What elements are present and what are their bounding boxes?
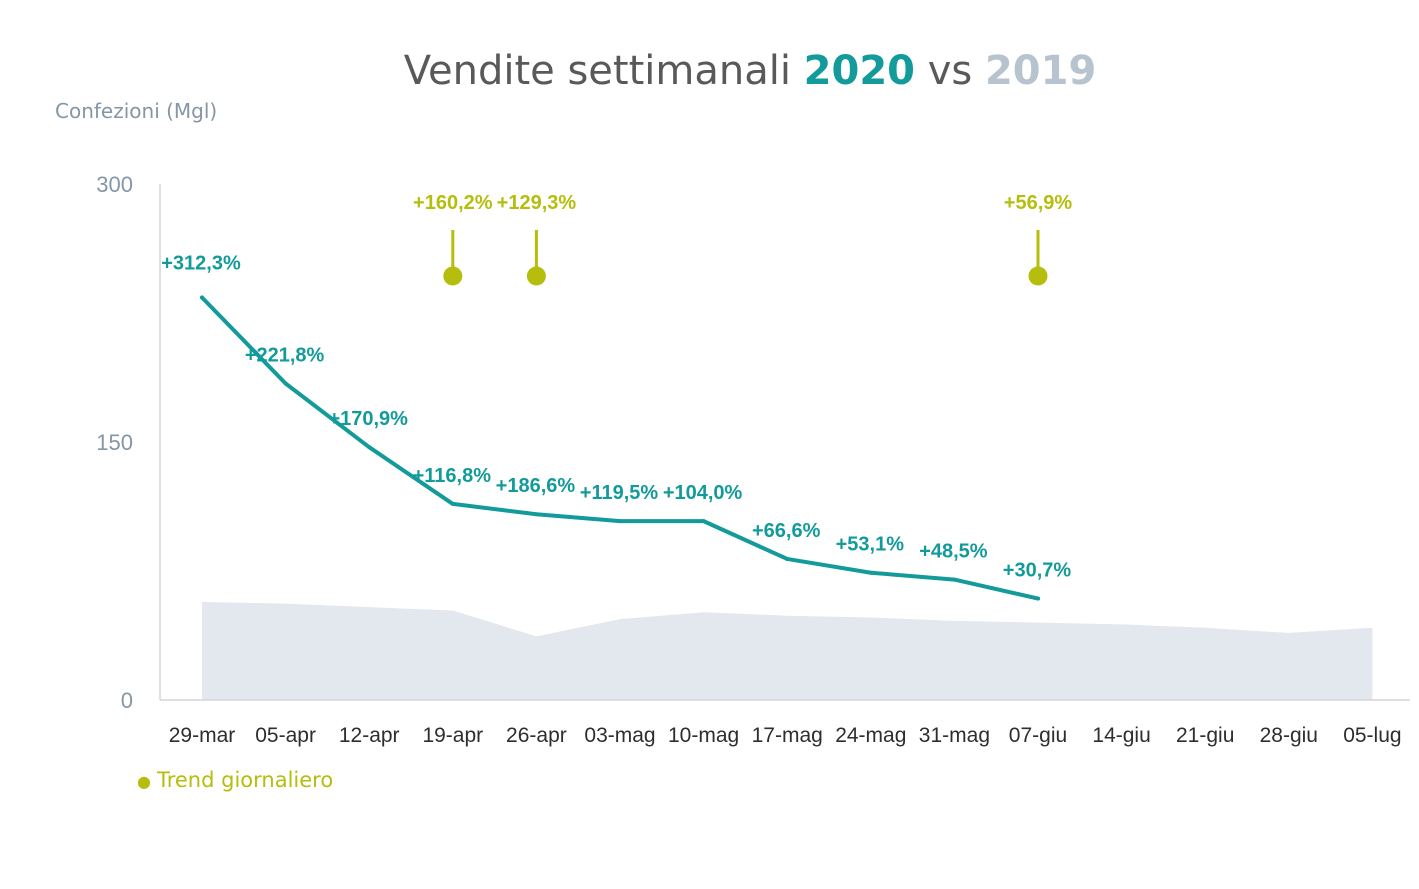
data-label-2020: +119,5%	[580, 482, 659, 504]
x-tick-label: 29-mar	[169, 724, 236, 747]
trend-label: +129,3%	[497, 192, 577, 214]
legend-label: Trend giornaliero	[156, 768, 333, 792]
x-tick-label: 24-mag	[835, 724, 906, 747]
point-2020	[868, 570, 873, 575]
x-tick-label: 17-mag	[752, 724, 823, 747]
area-2019	[202, 601, 1373, 700]
point-2020	[534, 512, 539, 517]
data-label-2020: +48,5%	[919, 541, 988, 563]
axes	[159, 184, 1410, 701]
x-tick-label: 28-giu	[1260, 724, 1318, 747]
title-main: Vendite settimanali	[404, 48, 804, 94]
trend-label: +160,2%	[413, 192, 493, 214]
data-label-2020: +221,8%	[245, 345, 325, 367]
point-2020	[1036, 596, 1040, 601]
legend-trend: ● Trend giornaliero	[137, 768, 333, 792]
data-labels-layer: +312,3% +221,8% +170,9% +116,8% +186,6% +119,…	[161, 253, 1071, 582]
line-2020-layer	[200, 295, 1040, 601]
point-2020	[618, 519, 622, 524]
title-vs: vs	[915, 48, 985, 94]
y-tick-label: 150	[96, 430, 133, 455]
data-label-2020: +53,1%	[836, 534, 905, 556]
x-tick-label: 10-mag	[668, 724, 739, 747]
x-tick-label: 21-giu	[1176, 724, 1234, 747]
point-2020	[785, 556, 790, 561]
tick-labels-layer: 0 150 300 29-mar 05-apr 12-apr 19-apr 26-apr 03-…	[96, 172, 1401, 747]
trend-dot	[1028, 266, 1048, 286]
x-tick-label: 12-apr	[339, 724, 400, 747]
legend-marker: ●	[137, 772, 151, 791]
data-label-2020: +312,3%	[161, 253, 241, 275]
point-2020	[200, 295, 204, 300]
point-2020	[701, 519, 706, 524]
x-tick-label: 03-mag	[584, 724, 655, 747]
y-tick-label: 0	[121, 688, 133, 713]
point-2020	[952, 577, 957, 582]
trend-dot	[443, 266, 463, 286]
trend-markers-layer: +160,2% +129,3% +56,9%	[413, 192, 1072, 286]
title-2019: 2019	[985, 48, 1096, 94]
x-tick-label: 05-apr	[255, 724, 316, 747]
point-2020	[450, 501, 455, 506]
y-tick-label: 300	[96, 172, 133, 197]
area-2019-layer	[202, 601, 1373, 700]
title-2020: 2020	[804, 48, 915, 94]
y-unit-label: Confezioni (Mgl)	[55, 99, 217, 123]
data-label-2020: +104,0%	[663, 482, 743, 504]
x-tick-label: 19-apr	[422, 724, 483, 747]
point-2020	[283, 381, 288, 386]
line-2020	[200, 295, 1040, 601]
trend-dot	[526, 266, 546, 286]
x-tick-label: 26-apr	[506, 724, 567, 747]
data-label-2020: +170,9%	[328, 408, 408, 430]
chart-title: Vendite settimanali 2020 vs 2019	[404, 48, 1097, 94]
data-label-2020: +186,6%	[496, 475, 576, 497]
point-2020	[367, 445, 372, 450]
data-label-2020: +116,8%	[413, 465, 492, 487]
data-label-2020: +66,6%	[752, 520, 821, 542]
x-tick-label: 07-giu	[1009, 724, 1067, 747]
trend-label: +56,9%	[1004, 192, 1073, 214]
x-tick-label: 31-mag	[919, 724, 990, 747]
data-label-2020: +30,7%	[1003, 560, 1072, 582]
x-tick-label: 14-giu	[1092, 724, 1150, 747]
x-tick-label: 05-lug	[1343, 724, 1401, 747]
